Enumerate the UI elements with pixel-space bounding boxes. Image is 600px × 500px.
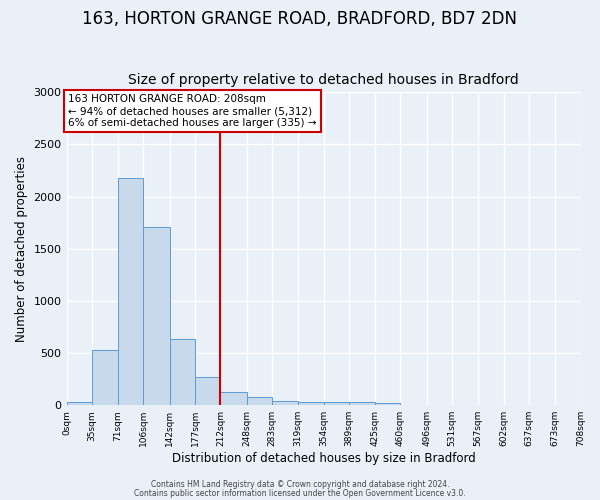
Title: Size of property relative to detached houses in Bradford: Size of property relative to detached ho… [128, 73, 519, 87]
Bar [143, 227, 170, 405]
Bar [349, 402, 375, 405]
Bar [92, 350, 118, 405]
Bar [195, 376, 220, 405]
Bar [220, 392, 247, 405]
Bar [323, 402, 349, 405]
Text: Contains HM Land Registry data © Crown copyright and database right 2024.: Contains HM Land Registry data © Crown c… [151, 480, 449, 489]
Bar [400, 404, 427, 405]
Bar [298, 402, 323, 405]
Bar [170, 339, 195, 405]
Y-axis label: Number of detached properties: Number of detached properties [15, 156, 28, 342]
Bar [272, 400, 298, 405]
Bar [375, 403, 400, 405]
X-axis label: Distribution of detached houses by size in Bradford: Distribution of detached houses by size … [172, 452, 475, 465]
Bar [118, 178, 143, 405]
Bar [247, 398, 272, 405]
Text: 163 HORTON GRANGE ROAD: 208sqm
← 94% of detached houses are smaller (5,312)
6% o: 163 HORTON GRANGE ROAD: 208sqm ← 94% of … [68, 94, 316, 128]
Text: 163, HORTON GRANGE ROAD, BRADFORD, BD7 2DN: 163, HORTON GRANGE ROAD, BRADFORD, BD7 2… [83, 10, 517, 28]
Text: Contains public sector information licensed under the Open Government Licence v3: Contains public sector information licen… [134, 490, 466, 498]
Bar [67, 402, 92, 405]
